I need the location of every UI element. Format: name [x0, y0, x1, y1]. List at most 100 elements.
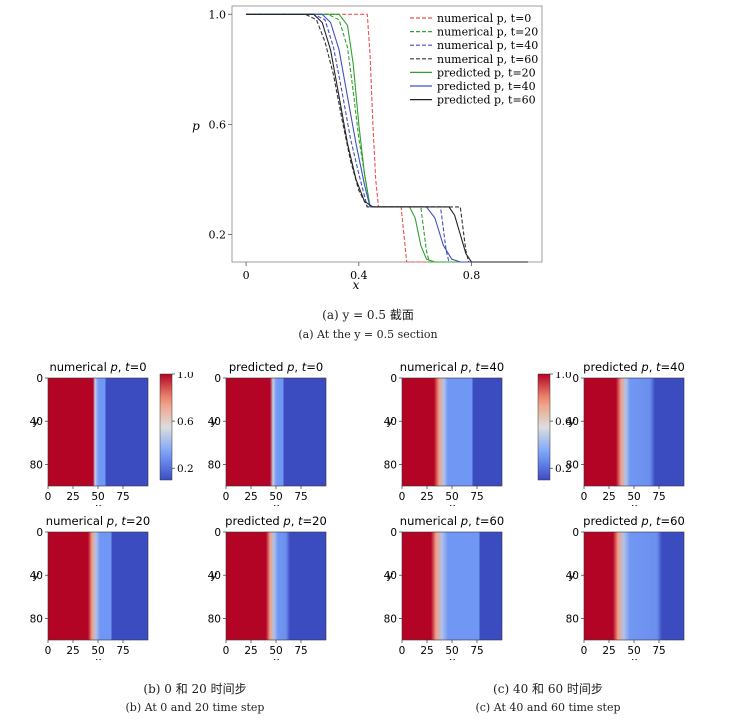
heatmap-y-axis-label: y [210, 570, 218, 582]
heatmap-y-tick-label: 40 [208, 570, 221, 582]
colorbar-tick-label: 0.2 [177, 463, 194, 475]
heatmap-x-axis-label: x [630, 502, 638, 506]
heatmap-y-tick-label: 40 [384, 416, 397, 428]
y-tick-label: 0.2 [209, 228, 227, 241]
colorbar-tick-label: 1.0 [555, 372, 572, 381]
heatmap-x-axis-label: x [630, 656, 638, 660]
x-tick-label: 0.4 [350, 269, 368, 282]
heatmap-y-axis-label: y [568, 416, 576, 428]
heatmap-numerical-t60: numerical p, t=60025507504080xy [384, 514, 504, 660]
heatmap-x-tick-label: 0 [399, 645, 406, 657]
y-axis-label: p [192, 119, 200, 133]
series-line-3 [246, 13, 528, 263]
colorbar-left: 1.0 0.6 0.2 [159, 372, 194, 481]
heatmap-x-tick-label: 25 [602, 645, 615, 657]
heatmap-x-tick-label: 75 [116, 645, 129, 657]
heatmap-x-tick-label: 0 [45, 491, 52, 503]
heatmap-x-tick-label: 50 [91, 491, 104, 503]
heatmap-y-tick-label: 0 [214, 373, 221, 385]
heatmap-y-tick-label: 80 [208, 613, 221, 625]
heatmap-x-tick-label: 25 [66, 491, 79, 503]
heatmap-numerical-t0: numerical p, t=0 0 25 50 75 0 40 80 x y [30, 360, 149, 506]
heatmap-x-tick-label: 25 [244, 645, 257, 657]
colorbar-tick-label: 1.0 [177, 372, 194, 381]
heatmap-x-axis-label: x [94, 502, 102, 506]
x-tick-label: 0 [243, 269, 250, 282]
heatmap-x-tick-label: 0 [399, 491, 406, 503]
heatmap-x-axis-label: x [448, 502, 456, 506]
heatmap-y-tick-label: 80 [566, 613, 579, 625]
heatmap-x-tick-label: 50 [269, 645, 282, 657]
heatmap-x-tick-label: 50 [445, 645, 458, 657]
colorbar-gradient [159, 373, 173, 481]
x-tick-label: 0.8 [463, 269, 481, 282]
heatmap-y-axis-label: y [386, 416, 394, 428]
heatmap-y-tick-label: 80 [30, 613, 43, 625]
legend-label: predicted p, t=40 [437, 80, 536, 93]
heatmap-y-tick-label: 80 [208, 459, 221, 471]
heatmap-y-tick-label: 0 [36, 373, 43, 385]
heatmap-y-axis-label: y [386, 570, 394, 582]
heatmap-y-axis-label: y [210, 416, 218, 428]
heatmap-x-tick-label: 0 [223, 645, 230, 657]
heatmap-y-tick-label: 0 [214, 527, 221, 539]
legend-label: numerical p, t=0 [437, 12, 531, 25]
heatmap-x-axis-label: x [94, 656, 102, 660]
colorbar-right: 1.0 0.6 0.2 [537, 372, 572, 481]
x-axis-label: x [353, 278, 360, 292]
y-tick-label: 0.6 [209, 118, 227, 131]
heatmap-x-tick-label: 50 [269, 491, 282, 503]
heatmap-x-tick-label: 0 [581, 491, 588, 503]
heatmap-y-tick-label: 40 [384, 570, 397, 582]
heatmap-x-tick-label: 75 [470, 491, 483, 503]
heatmap-y-tick-label: 80 [384, 613, 397, 625]
heatmap-title: predicted p, t=60 [583, 514, 685, 528]
heatmap-x-tick-label: 0 [45, 645, 52, 657]
heatmap-y-tick-label: 80 [566, 459, 579, 471]
heatmap-y-axis-label: y [568, 570, 576, 582]
caption-a-english: (a) At the y = 0.5 section [298, 328, 438, 341]
heatmap-field [583, 531, 685, 641]
heatmap-field [47, 377, 149, 487]
heatmap-title: predicted p, t=40 [583, 360, 685, 374]
colorbar-tick-label: 0.2 [555, 463, 572, 475]
heatmap-y-tick-label: 0 [36, 527, 43, 539]
heatmap-y-tick-label: 0 [390, 527, 397, 539]
colorbar-gradient [537, 373, 551, 481]
line-chart: 0 0.4 0.81.00.60.2 x p numerical p, t=0num… [192, 5, 543, 292]
heatmap-predicted-t60: predicted p, t=60 0 25 50 75 0 40 80 x y [566, 514, 685, 660]
y-tick-label: 1.0 [209, 8, 227, 21]
tick-group: 0 0.4 0.8 1.0 0.6 0.2 [209, 8, 481, 282]
heatmap-predicted-t40: predicted p, t=40 0 25 50 75 0 40 80 x y [566, 360, 685, 506]
heatmap-x-tick-label: 50 [627, 645, 640, 657]
caption-c-chinese: (c) 40 和 60 时间步 [493, 682, 603, 696]
heatmap-x-tick-label: 75 [294, 491, 307, 503]
legend-label: numerical p, t=60 [437, 53, 538, 66]
caption-b-english: (b) At 0 and 20 time step [125, 701, 265, 714]
caption-c-english: (c) At 40 and 60 time step [475, 701, 621, 714]
heatmap-x-axis-label: x [448, 656, 456, 660]
heatmap-x-tick-label: 75 [652, 645, 665, 657]
heatmap-x-tick-label: 25 [420, 491, 433, 503]
legend-label: numerical p, t=20 [437, 26, 538, 39]
heatmap-field [401, 531, 503, 641]
heatmap-x-tick-label: 25 [602, 491, 615, 503]
heatmap-x-tick-label: 25 [66, 645, 79, 657]
colorbar-tick-label: 0.6 [555, 416, 572, 428]
heatmap-x-tick-label: 25 [244, 491, 257, 503]
legend-label: predicted p, t=60 [437, 94, 536, 107]
heatmap-title: predicted p, t=20 [225, 514, 327, 528]
heatmap-x-tick-label: 25 [420, 645, 433, 657]
heatmap-x-tick-label: 75 [652, 491, 665, 503]
heatmap-numerical-t40: numerical p, t=40025507504080xy [384, 360, 504, 506]
heatmap-y-tick-label: 40 [566, 416, 579, 428]
series-line-2 [246, 13, 528, 263]
legend-label: numerical p, t=40 [437, 39, 538, 52]
heatmap-predicted-t20: predicted p, t=20 0 25 50 75 0 40 80 x y [208, 514, 327, 660]
heatmap-x-tick-label: 75 [116, 491, 129, 503]
heatmap-numerical-t20: numerical p, t=20025507504080xy [30, 514, 150, 660]
heatmap-title: numerical p, t=60 [400, 514, 504, 528]
heatmap-field [401, 377, 503, 487]
heatmap-x-tick-label: 75 [470, 645, 483, 657]
